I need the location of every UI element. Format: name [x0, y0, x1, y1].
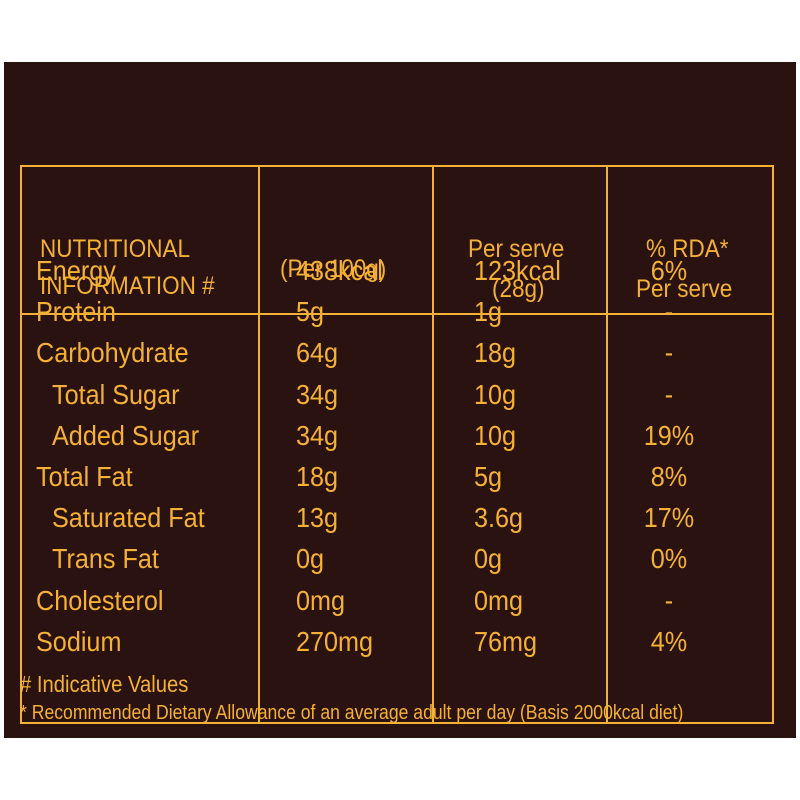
nutrient-per-100g: 270mg	[296, 625, 374, 657]
nutrient-per-serve: 0g	[474, 543, 503, 575]
nutrient-per-100g: 13g	[296, 502, 339, 534]
nutrient-per-serve: 10g	[474, 419, 517, 451]
column-divider	[258, 167, 260, 722]
nutrient-rda: 19%	[643, 419, 695, 451]
nutrient-rda: -	[664, 337, 674, 369]
column-divider	[432, 167, 434, 722]
nutrient-name: Total Fat	[36, 461, 133, 492]
nutrient-per-100g: 18g	[296, 461, 339, 492]
nutrient-name: Trans Fat	[52, 543, 159, 575]
header-information: INFORMATION #	[40, 272, 215, 300]
column-divider	[606, 167, 608, 722]
nutrient-per-serve: 1g	[474, 296, 503, 328]
nutrient-per-serve: 0mg	[474, 584, 524, 616]
nutrient-per-100g: 5g	[296, 296, 325, 328]
nutrient-rda: -	[664, 584, 674, 616]
footnote-rda: * Recommended Dietary Allowance of an av…	[20, 702, 684, 724]
nutrient-rda: 8%	[650, 461, 688, 492]
nutrient-rda: 6%	[650, 255, 688, 286]
nutrient-per-100g: 438kcal	[296, 255, 383, 286]
nutrient-name: Added Sugar	[52, 419, 200, 451]
nutrient-per-serve: 10g	[474, 378, 517, 410]
nutrient-per-100g: 0mg	[296, 584, 346, 616]
nutrient-name: Sodium	[36, 625, 122, 657]
nutrient-per-serve: 18g	[474, 337, 517, 369]
nutrient-name: Carbohydrate	[36, 337, 189, 369]
nutrient-name: Total Sugar	[52, 378, 180, 410]
header-nutritional: NUTRITIONAL	[40, 235, 191, 263]
nutrient-per-serve: 76mg	[474, 625, 538, 657]
header-serve-size: (28g)	[492, 275, 545, 303]
nutrient-rda: -	[664, 378, 674, 410]
nutrition-table: NUTRITIONAL INFORMATION # (Per 100g) Per…	[20, 165, 774, 724]
nutrient-per-serve: 5g	[474, 461, 503, 492]
header-divider	[22, 313, 772, 315]
header-per-100g: (Per 100g)	[280, 255, 387, 283]
nutrient-per-100g: 34g	[296, 378, 339, 410]
nutrient-name: Protein	[36, 296, 116, 328]
header-rda-per-serve: Per serve	[636, 275, 733, 303]
nutrient-name: Cholesterol	[36, 584, 164, 616]
nutrient-rda: 17%	[643, 502, 695, 534]
header-rda: % RDA*	[646, 235, 729, 263]
nutrient-per-100g: 64g	[296, 337, 339, 369]
nutrient-per-serve: 123kcal	[474, 255, 561, 286]
nutrient-per-100g: 0g	[296, 543, 325, 575]
nutrient-rda: -	[664, 296, 674, 328]
nutrient-per-100g: 34g	[296, 419, 339, 451]
nutrient-name: Energy	[36, 255, 116, 286]
footnote-indicative: # Indicative Values	[20, 671, 189, 697]
nutrient-per-serve: 3.6g	[474, 502, 524, 534]
nutrient-rda: 0%	[650, 543, 688, 575]
nutrient-rda: 4%	[650, 625, 688, 657]
nutrient-name: Saturated Fat	[52, 502, 205, 534]
nutrition-panel: NUTRITIONAL INFORMATION # (Per 100g) Per…	[4, 62, 796, 738]
header-per-serve: Per serve	[468, 235, 565, 263]
